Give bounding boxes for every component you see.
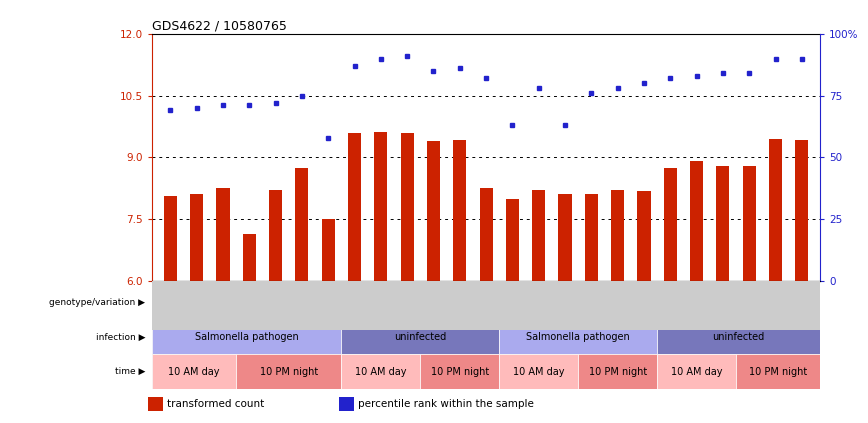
Text: 10 AM day: 10 AM day <box>355 367 406 377</box>
Bar <box>339 397 354 411</box>
Text: 10 PM night: 10 PM night <box>260 367 318 377</box>
Bar <box>578 354 657 389</box>
Bar <box>743 165 756 281</box>
Bar <box>427 141 440 281</box>
Text: 10 PM night: 10 PM night <box>431 367 489 377</box>
Bar <box>795 140 808 281</box>
Bar <box>479 188 493 281</box>
Bar <box>769 139 782 281</box>
Text: Salmonella pathogen: Salmonella pathogen <box>194 332 299 342</box>
Bar <box>341 354 420 389</box>
Text: Salmonella pathogen: Salmonella pathogen <box>526 332 630 342</box>
Text: 10 AM day: 10 AM day <box>168 367 220 377</box>
Text: genotype/variation ▶: genotype/variation ▶ <box>49 298 145 307</box>
Bar <box>374 132 387 281</box>
Text: wildtype: wildtype <box>304 297 348 308</box>
Bar <box>637 191 650 281</box>
Bar <box>506 198 519 281</box>
Bar <box>532 190 545 281</box>
Text: GDS4622 / 10580765: GDS4622 / 10580765 <box>152 20 286 33</box>
Text: 10 AM day: 10 AM day <box>671 367 722 377</box>
Bar <box>190 195 203 281</box>
Bar <box>148 397 163 411</box>
Bar <box>295 168 308 281</box>
Bar <box>216 188 229 281</box>
Bar <box>152 285 499 320</box>
Bar <box>657 320 820 354</box>
Bar <box>269 190 282 281</box>
Text: circadian clock mutant: circadian clock mutant <box>600 297 720 308</box>
Bar <box>164 196 177 281</box>
Bar <box>453 140 466 281</box>
Bar <box>341 320 499 354</box>
Bar <box>716 165 729 281</box>
Bar <box>657 354 736 389</box>
Bar <box>499 354 578 389</box>
Text: uninfected: uninfected <box>713 332 765 342</box>
Text: 10 AM day: 10 AM day <box>513 367 564 377</box>
Bar <box>236 354 341 389</box>
Text: uninfected: uninfected <box>394 332 446 342</box>
Bar <box>243 233 256 281</box>
Text: percentile rank within the sample: percentile rank within the sample <box>358 399 534 409</box>
Text: transformed count: transformed count <box>167 399 264 409</box>
Bar <box>499 320 657 354</box>
Text: 10 PM night: 10 PM night <box>589 367 647 377</box>
Bar <box>420 354 499 389</box>
Bar <box>558 195 572 281</box>
Bar <box>611 190 624 281</box>
Bar <box>152 354 236 389</box>
Bar <box>690 162 703 281</box>
Bar <box>322 219 335 281</box>
Bar <box>400 133 414 281</box>
Text: time ▶: time ▶ <box>115 367 145 376</box>
Bar <box>348 133 361 281</box>
Bar <box>736 354 820 389</box>
Bar <box>585 195 598 281</box>
Text: infection ▶: infection ▶ <box>95 332 145 342</box>
Bar <box>499 285 820 320</box>
Bar <box>152 320 341 354</box>
Text: 10 PM night: 10 PM night <box>749 367 807 377</box>
Bar <box>664 168 677 281</box>
